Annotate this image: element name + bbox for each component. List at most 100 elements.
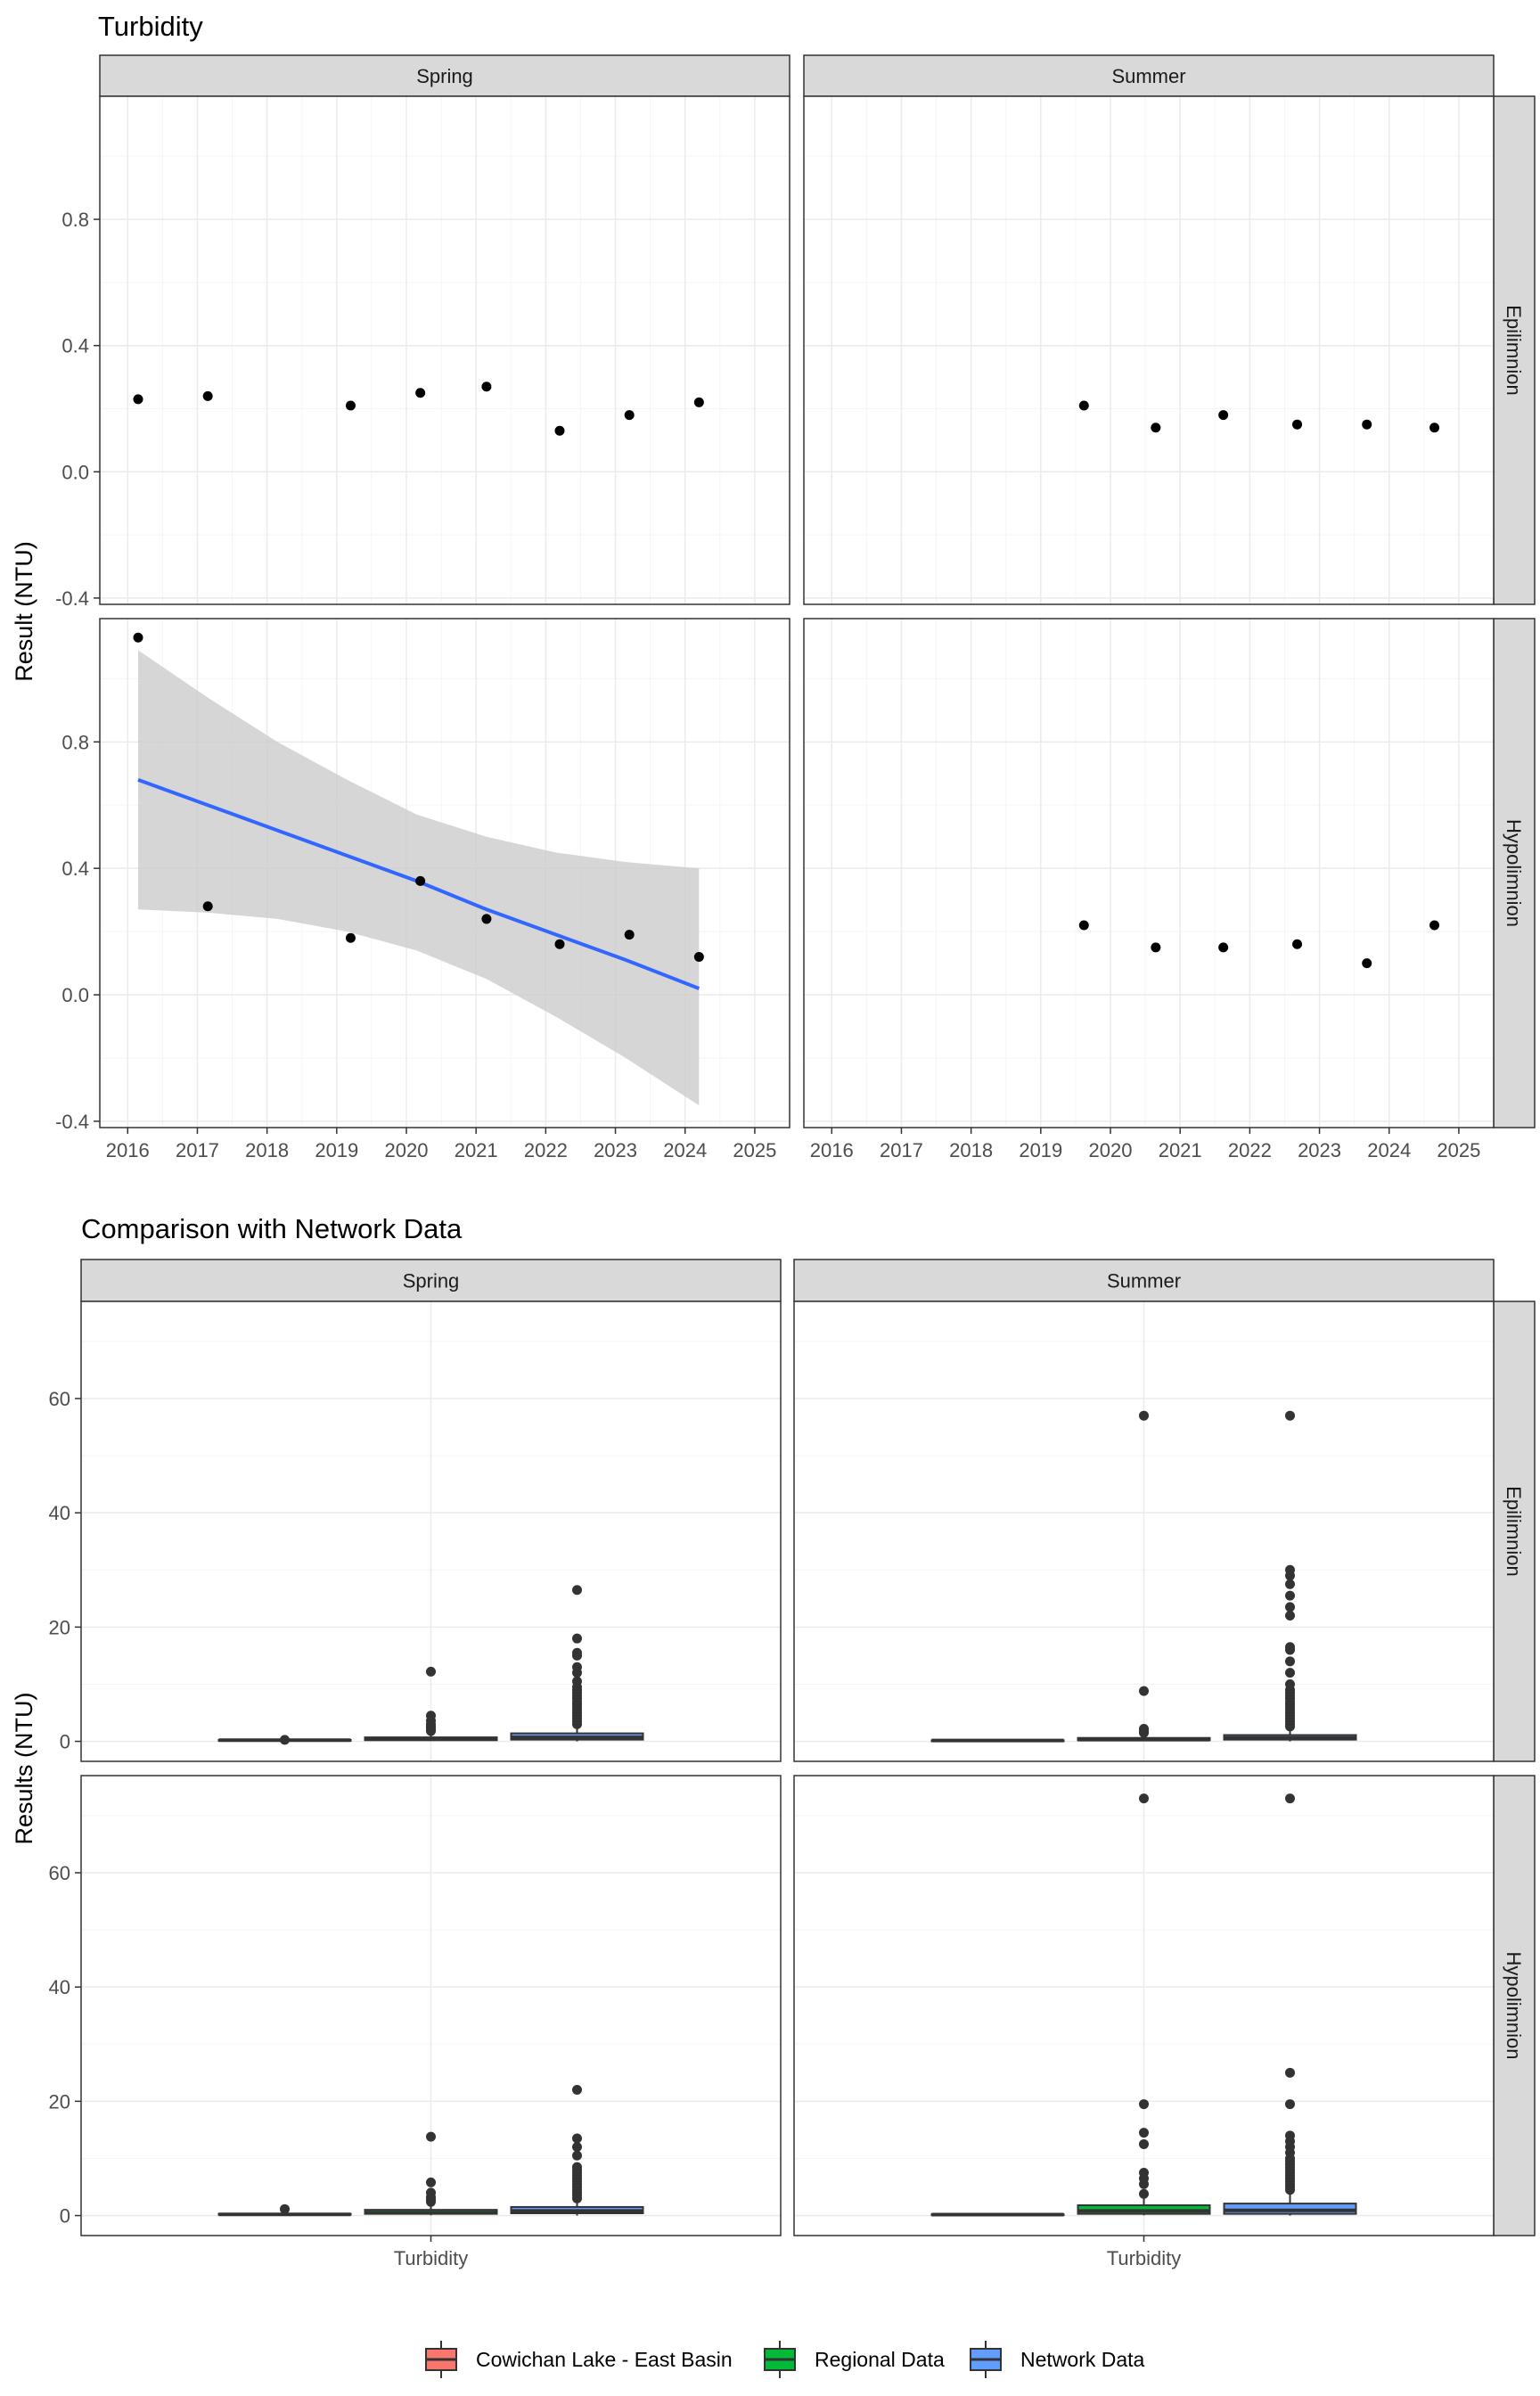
data-point xyxy=(624,410,635,421)
box-regional-data xyxy=(1077,1793,1211,2216)
data-point xyxy=(1362,958,1372,969)
facet-strip-summer xyxy=(793,1259,1495,1302)
facet-strip-label: Spring xyxy=(416,65,473,87)
outlier-point xyxy=(1285,1793,1295,1804)
outlier-point xyxy=(426,2196,436,2207)
x-tick-label: 2016 xyxy=(810,1139,854,1161)
y-tick-label: 20 xyxy=(49,2090,70,2113)
data-point xyxy=(345,932,356,943)
y-tick-label: 0 xyxy=(60,1731,70,1753)
panel-summer-hypolimnion xyxy=(793,1775,1495,2236)
outlier-point xyxy=(1139,1727,1149,1738)
legend-label: Cowichan Lake - East Basin xyxy=(476,2348,733,2371)
panel-summer-epilimnion xyxy=(803,95,1495,605)
outlier-point xyxy=(280,2203,290,2214)
x-tick-label: 2023 xyxy=(1298,1139,1341,1161)
data-point xyxy=(415,388,426,398)
y-tick-label: 0.8 xyxy=(61,209,89,231)
x-tick-label: 2024 xyxy=(663,1139,707,1161)
y-tick-label: 0.0 xyxy=(61,461,89,483)
outlier-point xyxy=(1285,1410,1295,1421)
outlier-point xyxy=(1139,1686,1149,1696)
x-tick-label: 2022 xyxy=(524,1139,568,1161)
x-tick-label: 2021 xyxy=(455,1139,498,1161)
data-point xyxy=(481,382,492,392)
y-tick-label: 60 xyxy=(49,1388,70,1410)
data-point xyxy=(1292,419,1303,430)
panel-summer-epilimnion xyxy=(793,1301,1495,1762)
box-regional-data xyxy=(364,1666,498,1742)
panel-background xyxy=(804,619,1494,1128)
facet-strip-hypolimnion xyxy=(1493,618,1536,1128)
x-tick-label: 2017 xyxy=(880,1139,923,1161)
x-tick-label: 2017 xyxy=(176,1139,219,1161)
outlier-point xyxy=(572,2142,582,2153)
outlier-point xyxy=(572,1633,582,1644)
data-point xyxy=(133,394,143,405)
outlier-point xyxy=(1285,1656,1295,1667)
outlier-point xyxy=(1139,2138,1149,2149)
y-tick-label: 60 xyxy=(49,1862,70,1884)
data-point xyxy=(1151,942,1161,953)
data-point xyxy=(1151,423,1161,433)
box-network-data xyxy=(510,1585,644,1742)
data-point xyxy=(415,875,426,886)
outlier-point xyxy=(1139,2188,1149,2199)
box-network-data xyxy=(510,2085,644,2216)
y-axis-label: Result (NTU) xyxy=(11,541,37,682)
outlier-point xyxy=(572,2133,582,2144)
data-point xyxy=(693,951,704,962)
outlier-point xyxy=(426,1726,436,1736)
data-point xyxy=(1078,400,1089,411)
box-cowichan-lake-east-basin xyxy=(930,2212,1065,2217)
facet-strip-label: Spring xyxy=(403,1270,460,1292)
data-point xyxy=(624,930,635,940)
facet-strip-hypolimnion xyxy=(1493,1775,1536,2236)
data-point xyxy=(133,632,143,643)
outlier-point xyxy=(1285,1590,1295,1601)
x-tick-label: Turbidity xyxy=(394,2247,469,2269)
data-point xyxy=(1218,410,1229,421)
panel-border xyxy=(99,95,790,605)
panel-border xyxy=(793,1301,1495,1762)
legend-entry: Regional Data xyxy=(764,2341,945,2378)
facet-strip-label: Epilimnion xyxy=(1503,1486,1525,1577)
y-tick-label: 0.0 xyxy=(61,984,89,1006)
legend-label: Regional Data xyxy=(815,2348,945,2371)
outlier-point xyxy=(1285,1571,1295,1581)
panel-spring-epilimnion xyxy=(99,95,790,605)
x-tick-label: 2022 xyxy=(1228,1139,1272,1161)
outlier-point xyxy=(572,1585,582,1596)
y-tick-label: 40 xyxy=(49,1976,70,1998)
panel-spring-hypolimnion xyxy=(99,618,790,1128)
x-tick-label: 2020 xyxy=(1089,1139,1133,1161)
x-tick-label: 2024 xyxy=(1367,1139,1411,1161)
outlier-point xyxy=(1285,1721,1295,1732)
facet-strip-epilimnion xyxy=(1493,95,1536,605)
y-tick-label: 20 xyxy=(49,1616,70,1638)
data-point xyxy=(1078,920,1089,931)
outlier-point xyxy=(1285,1668,1295,1678)
y-tick-label: -0.4 xyxy=(55,1111,89,1133)
y-tick-label: 0.8 xyxy=(61,731,89,753)
legend-entry: Cowichan Lake - East Basin xyxy=(425,2341,733,2378)
x-tick-label: Turbidity xyxy=(1107,2247,1182,2269)
data-point xyxy=(554,939,565,949)
panel-border xyxy=(803,618,1495,1128)
y-tick-label: 0.4 xyxy=(61,857,89,880)
box-network-data xyxy=(1223,1410,1357,1742)
outlier-point xyxy=(1139,2179,1149,2189)
y-tick-label: -0.4 xyxy=(55,587,89,610)
panel-summer-hypolimnion xyxy=(803,618,1495,1128)
outlier-point xyxy=(1285,2067,1295,2078)
outlier-point xyxy=(572,1668,582,1678)
data-point xyxy=(1218,942,1229,953)
y-tick-label: 0.4 xyxy=(61,335,89,357)
facet-strip-epilimnion xyxy=(1493,1301,1536,1762)
data-point xyxy=(345,400,356,411)
box-cowichan-lake-east-basin xyxy=(930,1738,1065,1743)
facet-strip-summer xyxy=(803,54,1495,97)
panel-border xyxy=(99,618,790,1128)
box-cowichan-lake-east-basin xyxy=(217,2203,352,2217)
outlier-point xyxy=(426,2177,436,2187)
